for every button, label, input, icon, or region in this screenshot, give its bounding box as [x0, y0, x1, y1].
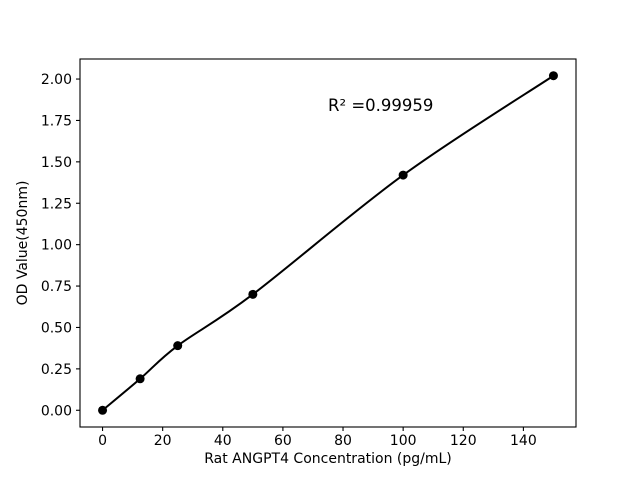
y-tick-label: 1.75 — [41, 113, 72, 129]
r-squared-annotation: R² =0.99959 — [328, 96, 433, 115]
fit-curve-line — [101, 74, 555, 412]
x-tick-label: 140 — [510, 433, 537, 449]
x-tick-label: 60 — [274, 433, 292, 449]
y-tick-label: 2.00 — [41, 72, 72, 88]
x-tick-label: 20 — [154, 433, 172, 449]
data-point-marker — [173, 341, 183, 351]
data-series — [98, 71, 558, 415]
plot-frame — [79, 58, 577, 428]
y-tick-label: 1.50 — [41, 155, 72, 171]
y-tick-label: 1.25 — [41, 196, 72, 212]
x-tick-label: 0 — [98, 433, 107, 449]
axis-ticks: 0 20 40 60 80 100 120 140 0.00 0.25 0.50 0.75 1.00 1.… — [41, 72, 537, 449]
axes-spines — [79, 58, 577, 428]
x-tick-label: 100 — [390, 433, 417, 449]
x-axis-label: Rat ANGPT4 Concentration (pg/mL) — [204, 451, 452, 467]
y-axis-label: OD Value(450nm) — [15, 181, 31, 306]
y-tick-label: 0.25 — [41, 362, 72, 378]
x-tick-label: 40 — [214, 433, 232, 449]
y-tick-label: 0.75 — [41, 279, 72, 295]
data-point-marker — [398, 170, 408, 180]
x-tick-label: 80 — [334, 433, 352, 449]
y-tick-label: 0.00 — [41, 403, 72, 419]
data-point-marker — [98, 405, 108, 415]
x-tick-label: 120 — [450, 433, 477, 449]
data-point-marker — [135, 374, 145, 384]
y-tick-label: 1.00 — [41, 238, 72, 254]
y-tick-label: 0.50 — [41, 320, 72, 336]
data-point-marker — [248, 289, 258, 299]
data-point-marker — [548, 71, 558, 81]
